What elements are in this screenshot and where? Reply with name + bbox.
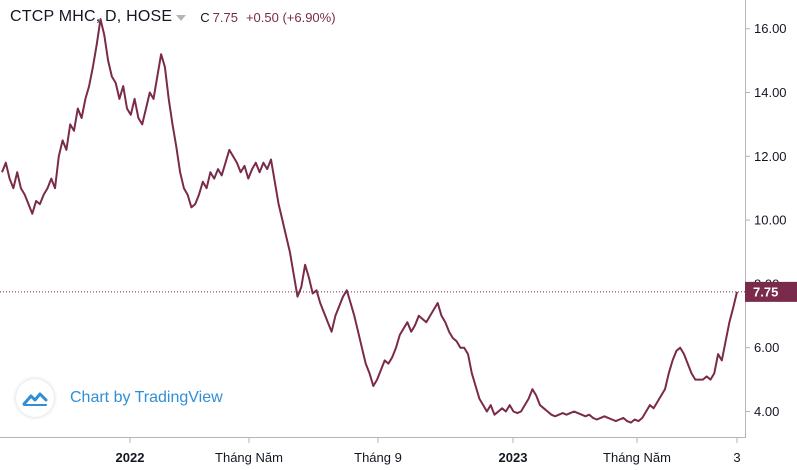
x-tick-label: 3 — [733, 450, 740, 465]
x-tick-label: Tháng Năm — [603, 450, 671, 465]
watermark-text[interactable]: Chart by TradingView — [70, 389, 223, 406]
close-label: C — [200, 9, 210, 25]
last-price-tag-bg — [745, 281, 797, 302]
chevron-down-icon[interactable] — [176, 15, 187, 21]
y-tick-label: 4.00 — [754, 404, 779, 419]
y-tick-label: 12.00 — [754, 149, 787, 164]
y-tick-label: 6.00 — [754, 340, 779, 355]
tradingview-watermark[interactable]: Chart by TradingView — [16, 379, 223, 417]
symbol-legend[interactable]: CTCP MHC, D, HOSE C 7.75 +0.50 (+6.90%) — [10, 8, 344, 26]
y-tick-label: 14.00 — [754, 85, 787, 100]
x-axis-ticks[interactable]: 2022 Tháng Năm Tháng 9 2023 Tháng Năm 3 — [116, 438, 741, 465]
x-tick-label: 2023 — [499, 450, 528, 465]
close-value: 7.75 — [212, 9, 238, 25]
tradingview-cloud-icon — [16, 379, 54, 417]
x-tick-label: 2022 — [116, 450, 145, 465]
y-tick-label: 10.00 — [754, 213, 787, 228]
symbol-title[interactable]: CTCP MHC, D, HOSE — [10, 8, 173, 25]
x-tick-label: Tháng Năm — [215, 450, 283, 465]
y-tick-label: 16.00 — [754, 21, 787, 36]
last-price-tag-label: 7.75 — [753, 284, 778, 299]
last-price-tag: 7.75 — [745, 281, 797, 302]
price-series-line — [1, 18, 738, 424]
change-value: +0.50 (+6.90%) — [245, 9, 336, 25]
ohlc-values: C 7.75 +0.50 (+6.90%) — [200, 10, 343, 25]
x-tick-label: Tháng 9 — [354, 450, 402, 465]
